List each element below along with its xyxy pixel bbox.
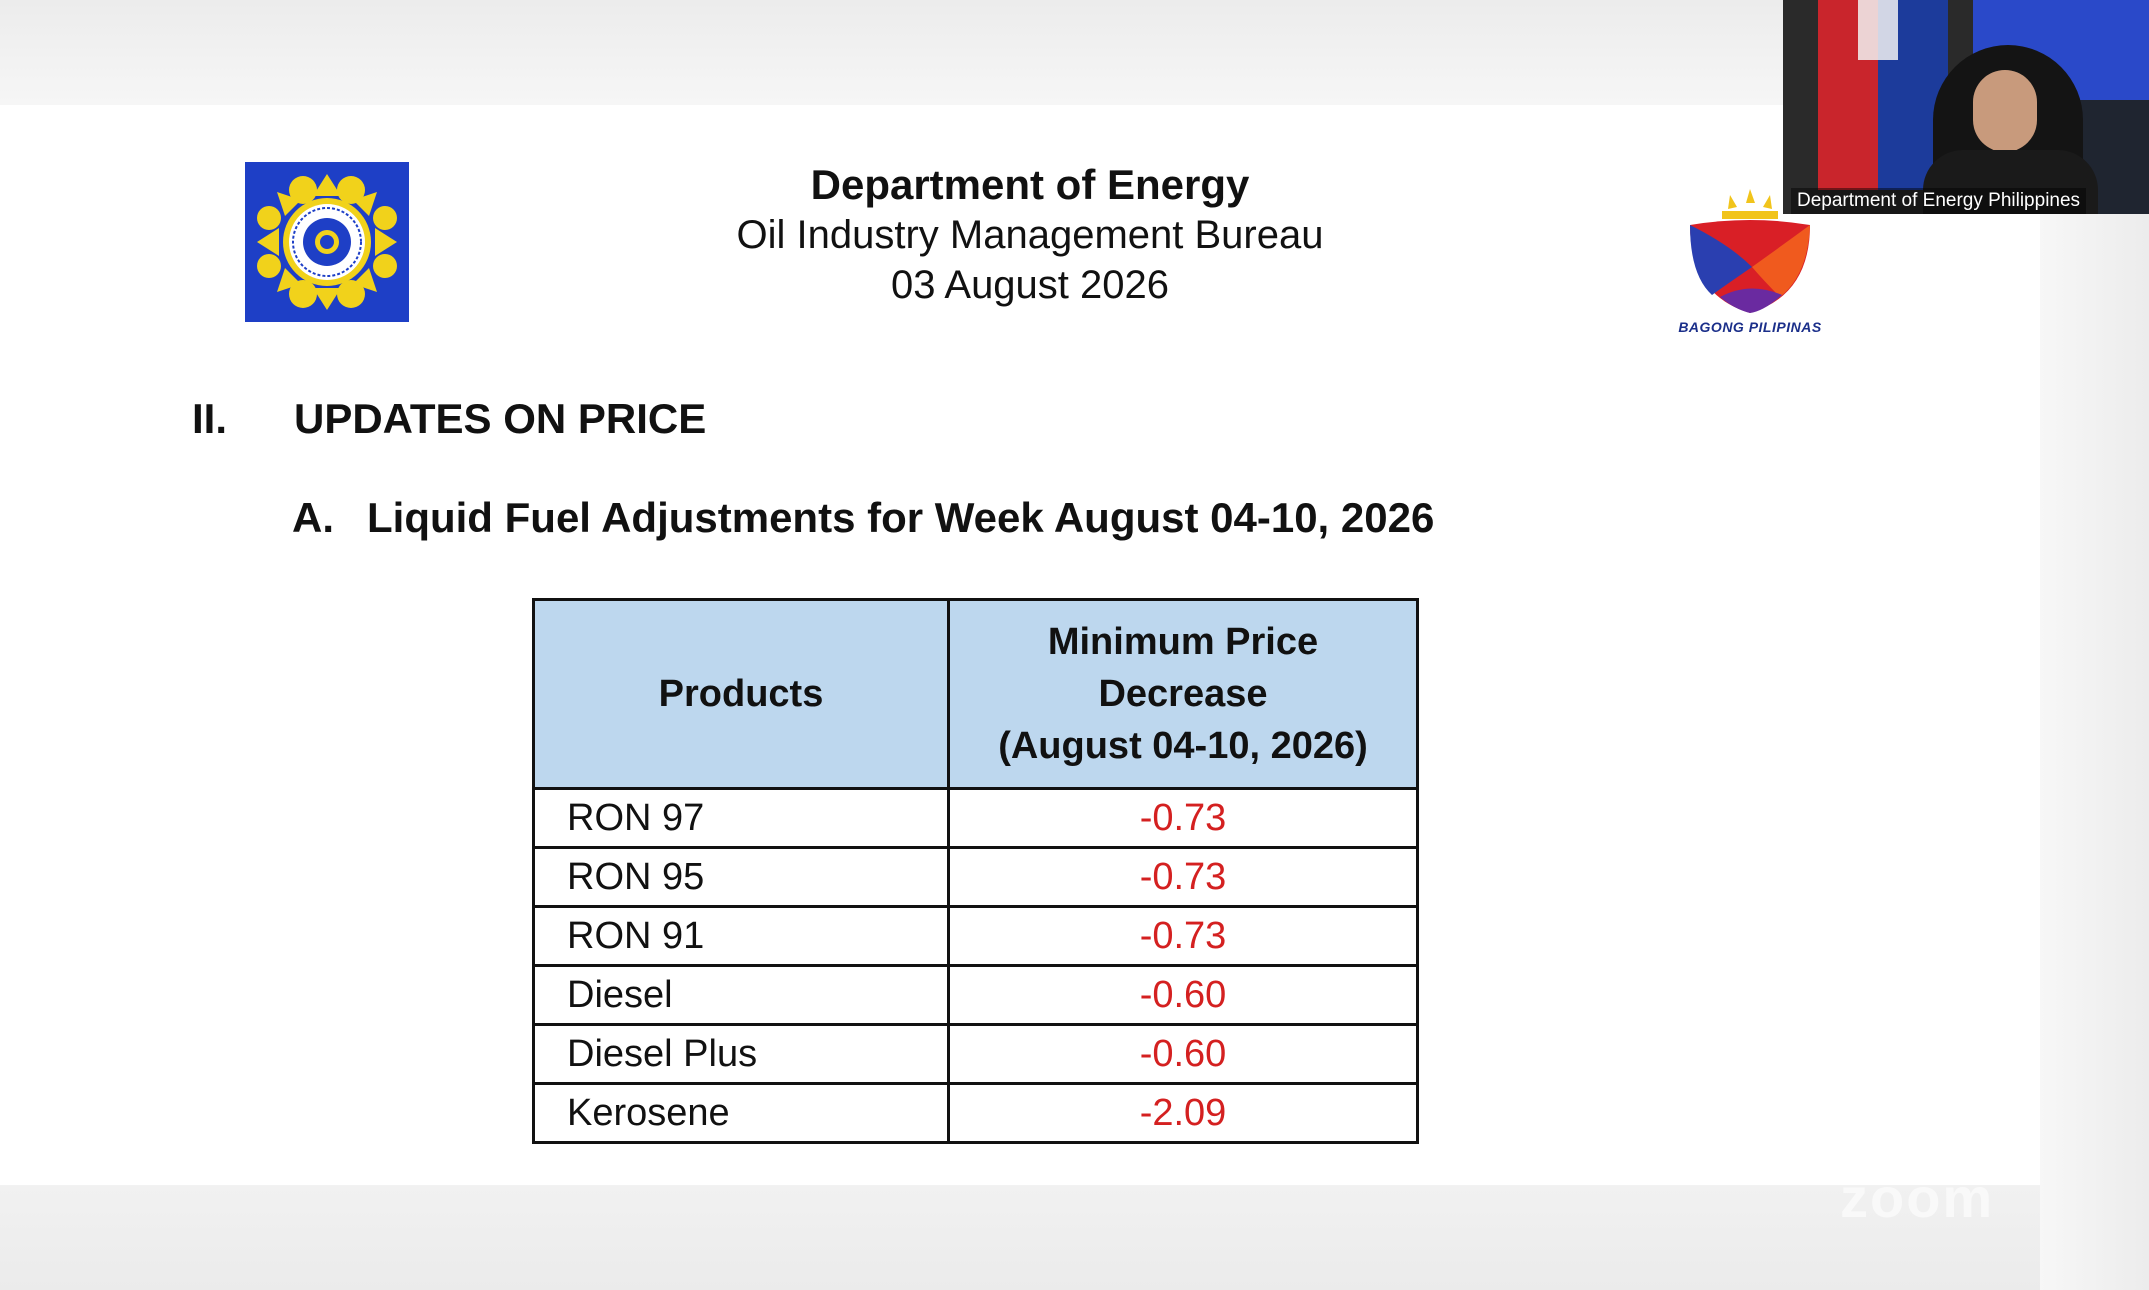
product-cell: RON 91	[532, 905, 950, 967]
zoom-watermark: zoom	[1840, 1166, 1995, 1229]
speaker-face	[1973, 70, 2037, 152]
section-title: UPDATES ON PRICE	[294, 395, 707, 442]
subsection-letter: A.	[292, 494, 334, 541]
bureau-name: Oil Industry Management Bureau	[736, 213, 1324, 257]
fuel-price-table: Products Minimum Price Decrease (August …	[532, 598, 1419, 1144]
header-decrease-line2: Decrease	[1098, 673, 1268, 715]
decrease-cell: -0.73	[947, 905, 1419, 967]
participant-video-tile[interactable]: Department of Energy Philippines	[1783, 0, 2149, 214]
section-heading: II. UPDATES ON PRICE	[192, 395, 706, 443]
flag-white-stripe	[1858, 0, 1898, 60]
decrease-cell: -0.60	[947, 964, 1419, 1026]
slide-header: Department of Energy Oil Industry Manage…	[700, 160, 1360, 310]
subsection-title: Liquid Fuel Adjustments for Week August …	[367, 494, 1435, 541]
product-cell: RON 95	[532, 846, 950, 908]
slide-side-strip	[2040, 210, 2149, 1290]
slide-date: 03 August 2026	[890, 263, 1170, 307]
section-number: II.	[192, 395, 228, 442]
product-cell: Diesel	[532, 964, 950, 1026]
subsection-heading: A. Liquid Fuel Adjustments for Week Augus…	[292, 494, 1434, 542]
decrease-cell: -0.60	[947, 1023, 1419, 1085]
decrease-cell: -2.09	[947, 1082, 1419, 1144]
speaker-body	[1923, 150, 2098, 214]
header-minimum-price-decrease: Minimum Price Decrease (August 04-10, 20…	[947, 598, 1419, 790]
table-row: RON 95 -0.73	[532, 846, 1419, 908]
table-row: RON 91 -0.73	[532, 905, 1419, 967]
table-row: Kerosene -2.09	[532, 1082, 1419, 1144]
product-cell: Diesel Plus	[532, 1023, 950, 1085]
table-header-row: Products Minimum Price Decrease (August …	[532, 598, 1419, 790]
participant-name-label: Department of Energy Philippines	[1791, 188, 2087, 214]
decrease-cell: -0.73	[947, 787, 1419, 849]
decrease-cell: -0.73	[947, 846, 1419, 908]
header-decrease-line1: Minimum Price	[1047, 621, 1319, 663]
product-cell: RON 97	[532, 787, 950, 849]
doe-seal-icon	[245, 162, 409, 322]
bagong-pilipinas-text: BAGONG PILIPINAS	[1678, 319, 1822, 335]
product-cell: Kerosene	[532, 1082, 950, 1144]
header-products: Products	[532, 598, 950, 790]
table-row: Diesel Plus -0.60	[532, 1023, 1419, 1085]
header-decrease-line3: (August 04-10, 2026)	[998, 725, 1368, 767]
table-row: Diesel -0.60	[532, 964, 1419, 1026]
department-title: Department of Energy	[810, 161, 1250, 208]
bagong-pilipinas-logo-icon: BAGONG PILIPINAS	[1660, 185, 1840, 345]
table-row: RON 97 -0.73	[532, 787, 1419, 849]
